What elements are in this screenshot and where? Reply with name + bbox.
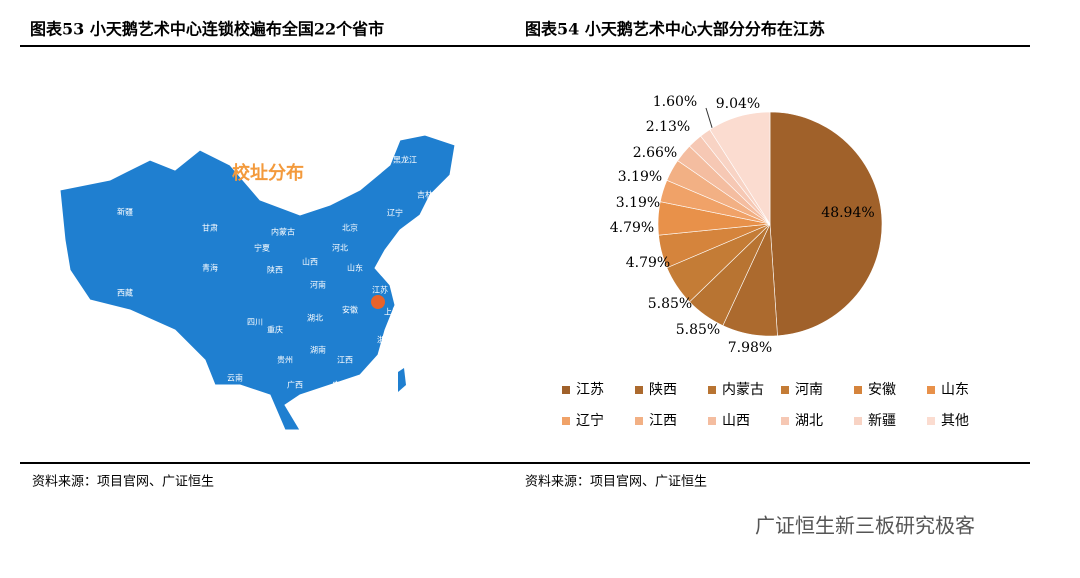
data-label: 2.13% [646,119,690,135]
legend-swatch [781,386,789,394]
map-label: 香港 [354,397,370,407]
map-label: 山西 [302,257,318,267]
pie-slice [709,111,771,226]
data-label: 2.66% [633,145,677,161]
map-label: 澳门 [327,405,343,415]
legend-label: 山东 [941,382,969,398]
map-label: 山东 [347,263,363,273]
map-label: 黑龙江 [393,155,417,165]
data-label: 5.85% [648,296,692,312]
pie-slice [769,111,883,337]
map-label: 新疆 [117,207,133,217]
map-label: 广西 [287,380,303,390]
legend-swatch [708,417,716,425]
map-label: 台湾 [404,385,420,395]
map-label: 内蒙古 [271,227,295,237]
map-label: 北京 [342,223,358,233]
taiwan-shape [398,368,406,392]
legend-swatch [781,417,789,425]
legend-label: 其他 [941,413,969,429]
legend-label: 江苏 [576,382,604,398]
legend-swatch [708,386,716,394]
watermark: 广证恒生新三板研究极客 [755,514,975,538]
map-label: 上海 [384,307,400,317]
legend-label: 新疆 [868,413,896,429]
map-label: 云南 [227,373,243,383]
legend-swatch [562,417,570,425]
source: 资料来源：项目官网、广证恒生 [32,474,214,490]
figure-title: 图表53 小天鹅艺术中心连锁校遍布全国22个省市 [30,20,384,39]
data-label: 4.79% [626,255,670,271]
figure-title: 图表54 小天鹅艺术中心大部分分布在江苏 [525,20,825,39]
legend-swatch [854,386,862,394]
map-label: 青海 [202,263,218,273]
hq-marker [371,295,385,309]
map-label: 贵州 [277,355,293,365]
map-heading: 小天鹅全国连锁校 [208,141,328,159]
map-label: 甘肃 [202,223,218,233]
data-label: 3.19% [616,195,660,211]
map-label: 福建 [367,370,383,380]
map-label: 江西 [337,356,353,365]
data-label: 1.60% [653,94,697,110]
legend-label: 山西 [722,413,750,429]
map-label: 湖北 [307,314,323,323]
data-label: 4.79% [610,220,654,236]
data-label: 5.85% [676,322,720,338]
legend-label: 陕西 [649,382,677,398]
legend-swatch [635,417,643,425]
legend-label: 河南 [795,382,823,398]
map-label: 重庆 [267,325,283,335]
map-label: 吉林 [417,190,433,200]
legend-swatch [635,386,643,394]
map-label: 陕西 [267,265,283,275]
map-label: 浙江 [377,335,393,345]
legend-label: 内蒙古 [722,382,764,398]
data-label: 3.19% [618,169,662,185]
map-label: 四川 [247,318,263,327]
map-label: 辽宁 [387,208,403,218]
legend-swatch [927,386,935,394]
map-label: 江苏 [372,285,388,295]
data-label: 7.98% [728,340,772,356]
map-label: 安徽 [342,305,358,315]
map-label: 河南 [310,280,326,290]
map-label: 湖南 [310,345,326,355]
map-label: 广东 [332,380,348,390]
map-label: 宁夏 [254,243,270,253]
map-subheading: 校址分布 [232,162,304,184]
map [59,134,456,431]
legend-swatch [854,417,862,425]
legend-label: 安徽 [868,382,896,398]
data-label: 9.04% [716,96,760,112]
legend-swatch [562,386,570,394]
map-label: 西藏 [117,288,133,298]
data-label: 48.94% [821,205,874,221]
legend-swatch [927,417,935,425]
source: 资料来源：项目官网、广证恒生 [525,474,707,490]
china-shape [59,134,456,431]
legend-label: 湖北 [795,413,823,429]
legend-label: 江西 [649,413,677,429]
legend-label: 辽宁 [576,412,604,429]
map-label: 河北 [332,243,348,253]
